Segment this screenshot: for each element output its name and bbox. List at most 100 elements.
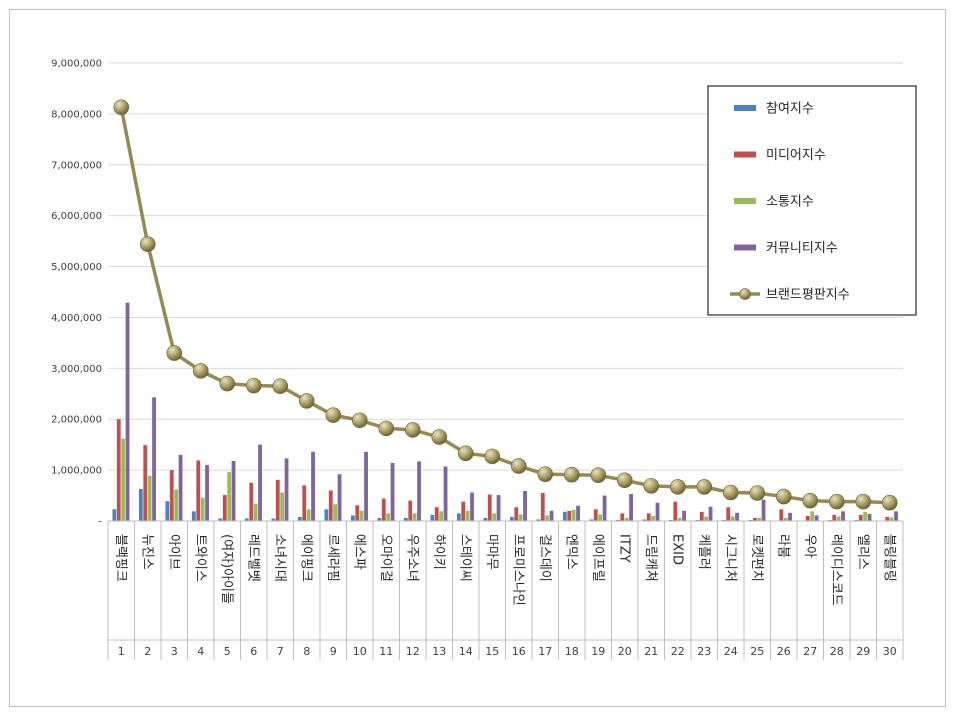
bar-1: [138, 488, 143, 521]
bar-2: [222, 495, 227, 521]
bar-3: [863, 511, 868, 521]
bar-3: [465, 510, 470, 521]
bar-4: [894, 511, 898, 521]
line-point: [775, 488, 792, 505]
x-category-label: 소녀시대: [272, 534, 287, 582]
y-tick-label: 9,000,000: [51, 59, 102, 70]
x-category-label: 마마무: [484, 534, 499, 570]
line-point: [166, 345, 183, 361]
line-point: [643, 478, 660, 494]
bar-2: [620, 513, 625, 521]
chart-frame: - 1,000,000 2,000,000 3,000,000 4,000,000 5,0…: [9, 9, 946, 707]
bar-3: [227, 472, 232, 521]
bar-4: [417, 461, 421, 521]
bar-3: [492, 513, 497, 521]
bar-4: [258, 444, 262, 521]
legend-label: 미디어지수: [766, 148, 826, 163]
bar-4: [549, 510, 554, 521]
bar-4: [655, 502, 660, 521]
rank-label: 15: [485, 645, 499, 658]
line-point: [855, 493, 872, 510]
x-category-label: 프로미스나인: [510, 534, 525, 606]
line-point: [510, 458, 527, 474]
rank-label: 8: [303, 645, 310, 658]
bar-1: [350, 515, 355, 521]
bar-3: [783, 517, 788, 521]
bar-2: [673, 501, 678, 521]
rank-label: 5: [224, 645, 231, 658]
y-tick-label: 1,000,000: [51, 466, 102, 477]
bar-4: [390, 462, 395, 521]
bar-1: [377, 517, 382, 521]
bar-4: [788, 512, 792, 521]
legend-label: 브랜드평판지수: [766, 288, 850, 303]
bar-3: [306, 509, 311, 521]
y-tick-label: 8,000,000: [51, 109, 102, 120]
line-point: [404, 422, 421, 438]
x-category-label: 하이키: [431, 534, 446, 570]
line-point: [139, 236, 156, 252]
rank-label: 13: [432, 645, 446, 658]
bar-3: [677, 517, 682, 521]
bar-3: [571, 509, 576, 521]
line-point: [298, 393, 315, 409]
x-category-label: 레이디스코드: [828, 534, 843, 606]
rank-label: 4: [197, 645, 204, 658]
x-category-label: 걸스데이: [537, 534, 552, 582]
rank-label: 22: [671, 645, 685, 658]
line-point: [828, 493, 845, 510]
x-category-label: EXID: [669, 534, 684, 565]
bar-2: [302, 485, 307, 521]
line-point: [696, 479, 713, 495]
bar-3: [359, 510, 364, 521]
bar-2: [779, 509, 784, 521]
bar-1: [112, 509, 117, 521]
x-category-label: 드림캐쳐: [643, 534, 658, 582]
x-category-label: 로켓펀치: [749, 534, 764, 582]
bar-4: [576, 505, 580, 521]
bar-2: [434, 507, 439, 521]
rank-label: 7: [277, 645, 284, 658]
legend-swatch: [734, 244, 756, 251]
bar-2: [858, 514, 863, 521]
bar-2: [805, 515, 810, 521]
x-category-label: 뉴진스: [139, 534, 154, 570]
x-category-label: 아이브: [166, 534, 181, 570]
x-category-label: 엘리스: [855, 534, 870, 570]
rank-label: 24: [724, 645, 738, 658]
bar-2: [196, 460, 201, 521]
line-point: [537, 466, 554, 482]
bar-2: [752, 517, 757, 521]
bar-4: [682, 510, 686, 521]
y-tick-label: 4,000,000: [51, 313, 102, 324]
line-point: [484, 448, 501, 465]
bar-3: [730, 516, 735, 521]
y-tick-label: 7,000,000: [51, 160, 102, 171]
bar-1: [562, 511, 567, 521]
line-point: [457, 445, 474, 462]
x-category-label: 에스파: [351, 534, 366, 570]
bar-1: [668, 519, 673, 521]
bar-4: [311, 451, 315, 521]
rank-label: 30: [883, 645, 897, 658]
line-point: [113, 99, 130, 116]
x-category-label: 레드벨벳: [245, 534, 260, 582]
legend-label: 소통지수: [766, 195, 814, 210]
rank-label: 16: [512, 645, 526, 658]
rank-label: 25: [750, 645, 764, 658]
line-point: [669, 479, 686, 495]
legend-label: 참여지수: [766, 102, 814, 117]
rank-label: 19: [591, 645, 605, 658]
bar-4: [761, 499, 766, 521]
rank-label: 28: [830, 645, 844, 658]
bar-4: [443, 466, 448, 521]
rank-label: 17: [538, 645, 552, 658]
bar-4: [602, 495, 607, 521]
bar-2: [249, 482, 254, 521]
line-point: [192, 363, 209, 379]
rank-label: 3: [171, 645, 178, 658]
line-point: [351, 412, 368, 429]
rank-label: 27: [803, 645, 817, 658]
bar-1: [244, 518, 249, 521]
bar-4: [231, 460, 236, 521]
